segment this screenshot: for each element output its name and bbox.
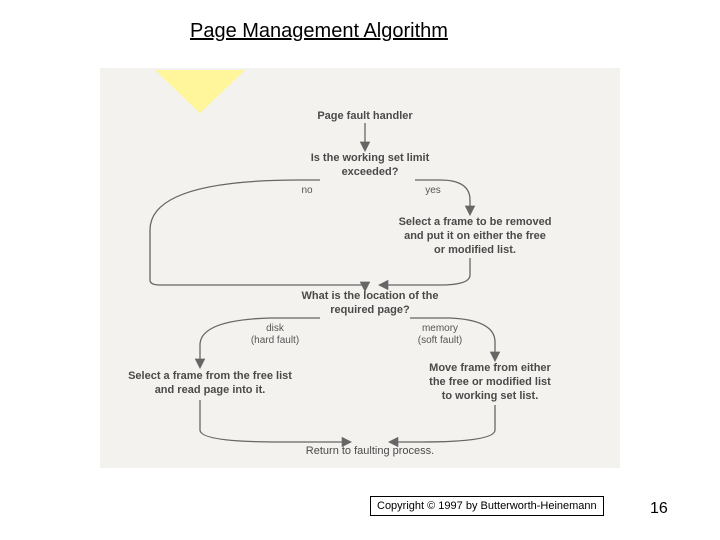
label-memory: memory(soft fault) — [400, 323, 480, 346]
node-right: Move frame from eitherthe free or modifi… — [400, 362, 580, 403]
node-left: Select a frame from the free listand rea… — [110, 370, 310, 398]
node-start: Page fault handler — [300, 110, 430, 124]
flowchart-arrows — [0, 0, 720, 540]
page-number: 16 — [650, 500, 668, 518]
label-yes: yes — [418, 185, 448, 197]
node-q1: Is the working set limitexceeded? — [290, 152, 450, 180]
node-action1: Select a frame to be removedand put it o… — [380, 216, 570, 257]
node-end: Return to faulting process. — [280, 445, 460, 459]
node-q2: What is the location of therequired page… — [280, 290, 460, 318]
copyright-notice: Copyright © 1997 by Butterworth-Heineman… — [370, 496, 604, 516]
label-disk: disk(hard fault) — [235, 323, 315, 346]
label-no: no — [292, 185, 322, 197]
